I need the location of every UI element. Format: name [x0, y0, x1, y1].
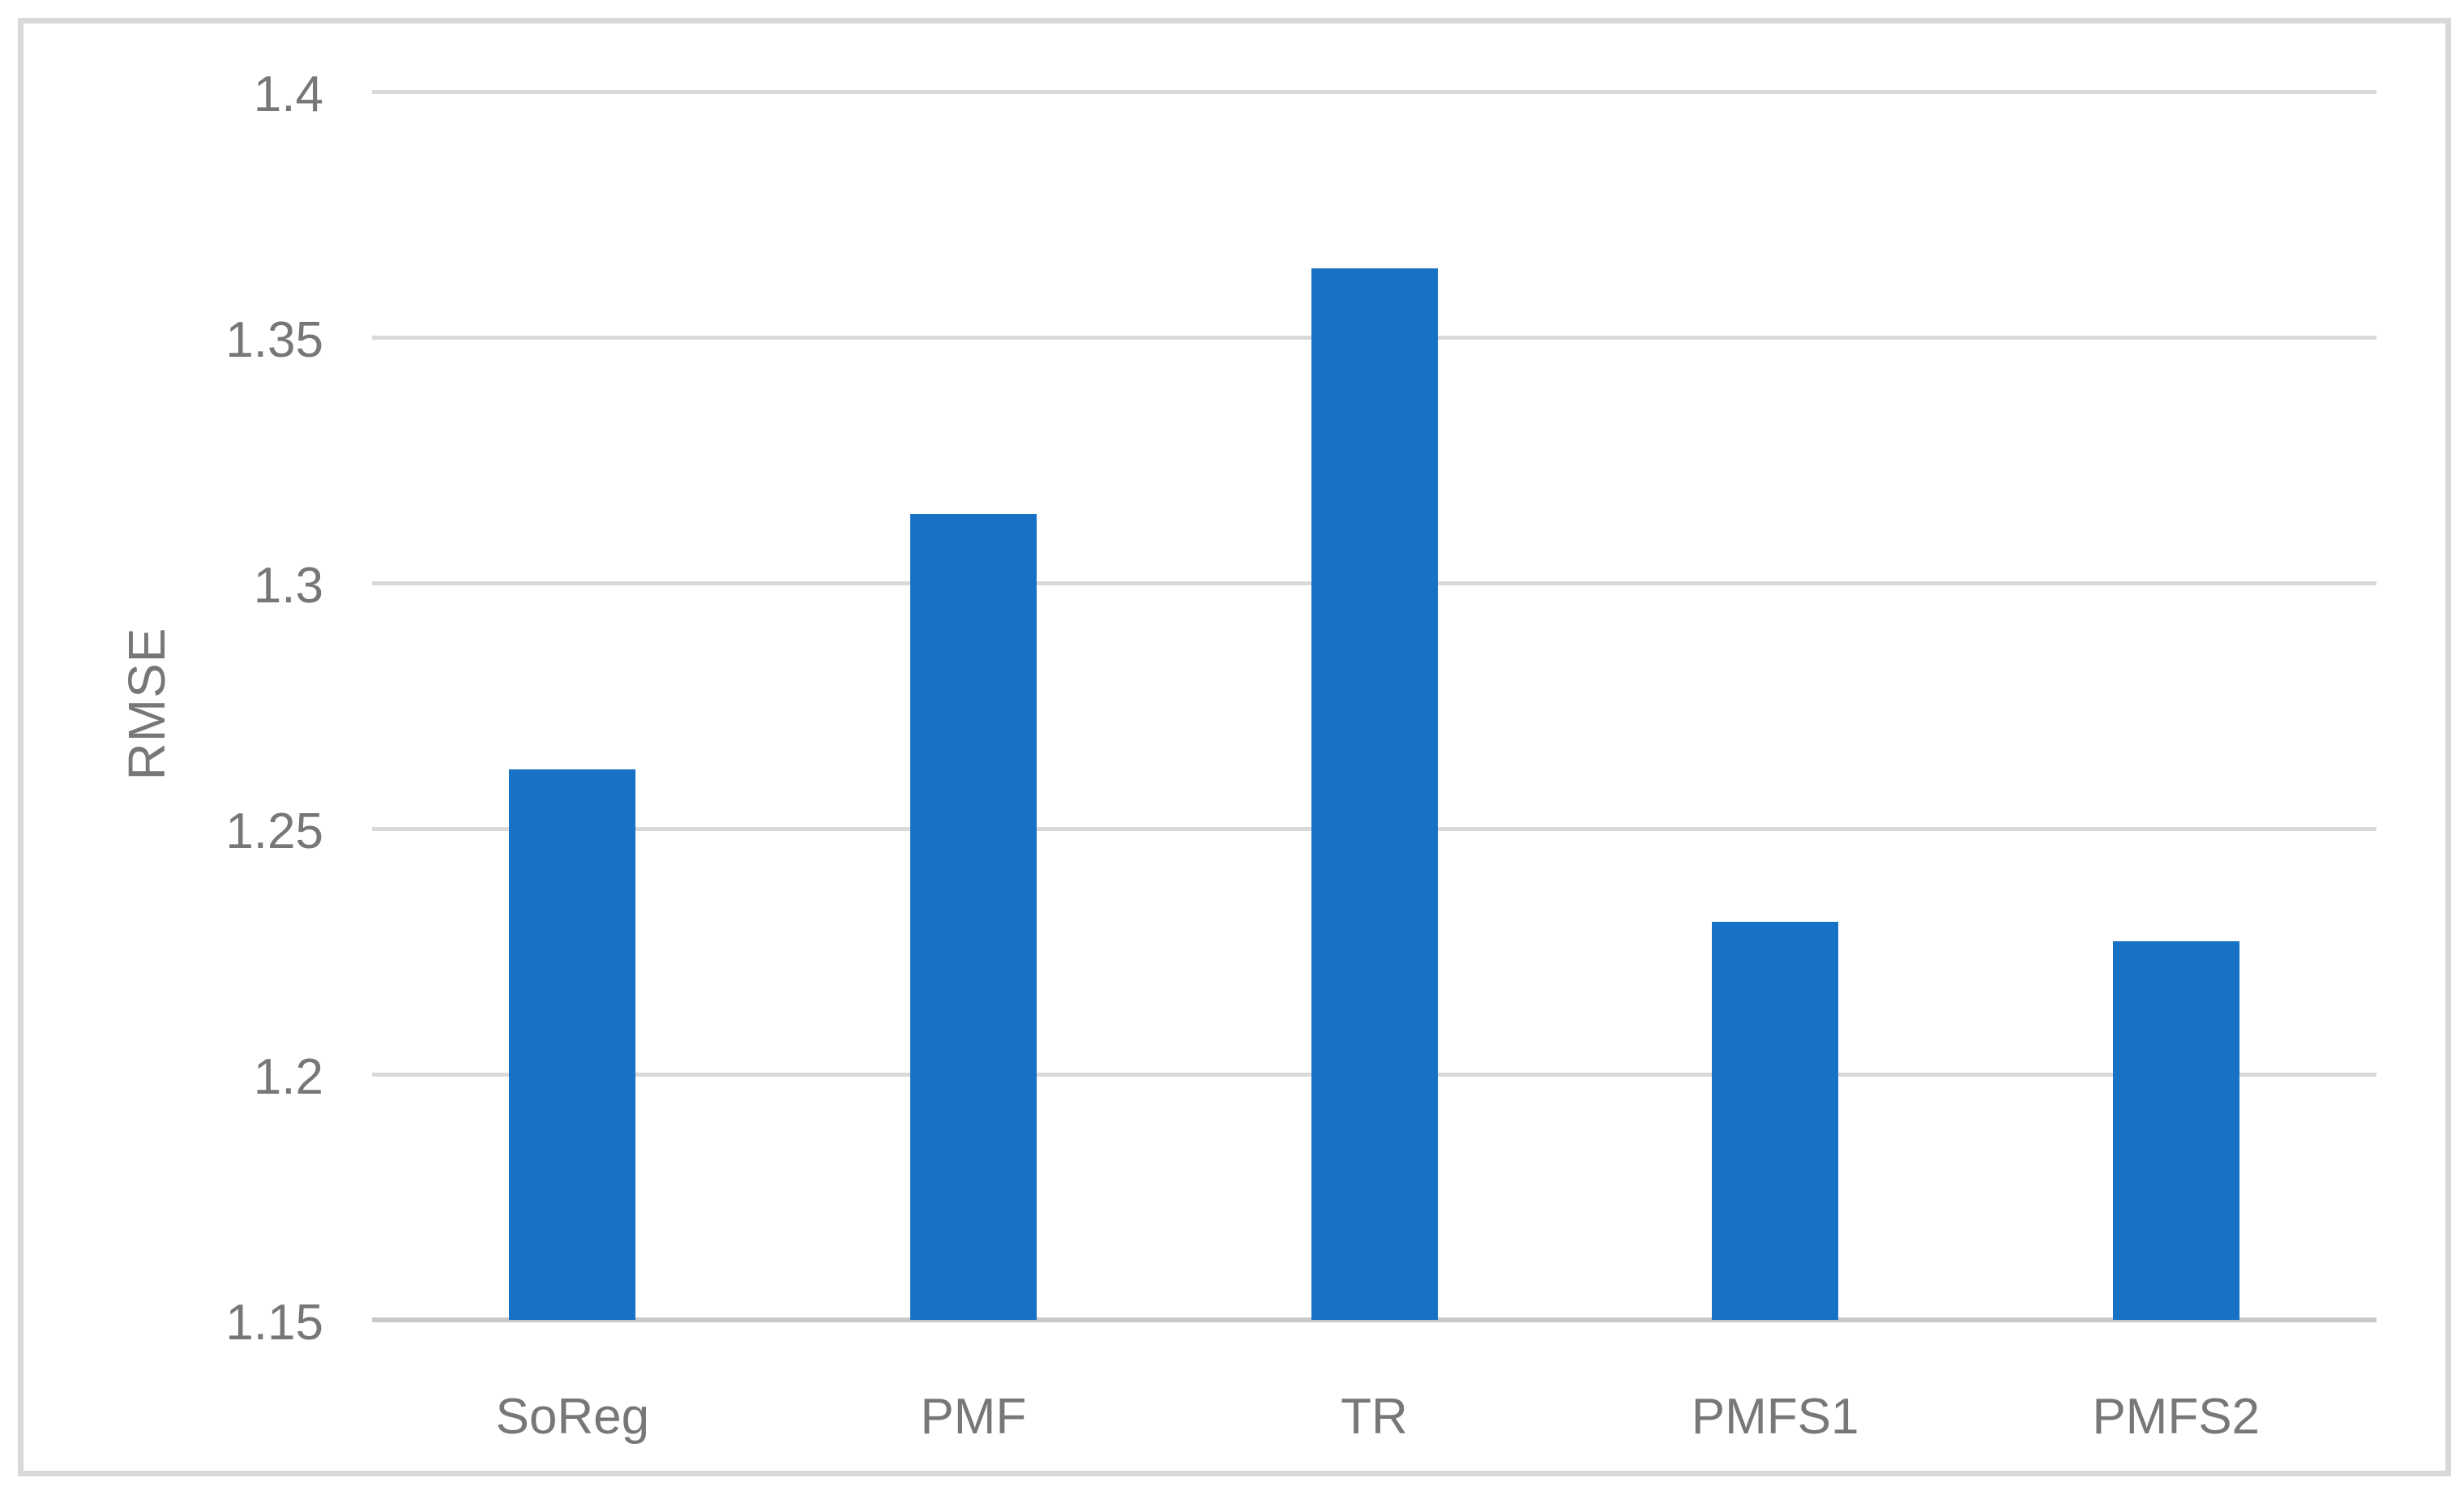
y-tick-label: 1.3 — [253, 558, 323, 614]
gridline — [372, 89, 2376, 94]
plot-area — [372, 89, 2376, 1322]
y-tick-label: 1.4 — [253, 66, 323, 122]
x-tick-label: TR — [1341, 1389, 1408, 1445]
y-tick-label: 1.25 — [225, 803, 323, 859]
x-tick-label: SoReg — [495, 1389, 650, 1445]
x-tick-label: PMFS2 — [2092, 1389, 2261, 1445]
bar-tr — [1311, 268, 1438, 1320]
bar-pmf — [909, 514, 1037, 1320]
x-tick-label: PMFS1 — [1691, 1389, 1859, 1445]
x-axis-line — [372, 1317, 2376, 1322]
bar-pmfs1 — [1712, 922, 1839, 1320]
y-tick-label: 1.35 — [225, 312, 323, 368]
chart-frame-border — [18, 18, 2451, 1476]
y-tick-label: 1.2 — [253, 1049, 323, 1105]
x-tick-label: PMF — [920, 1389, 1027, 1445]
bar-pmfs2 — [2112, 941, 2239, 1320]
bar-soreg — [509, 769, 636, 1320]
y-tick-label: 1.15 — [225, 1295, 323, 1351]
